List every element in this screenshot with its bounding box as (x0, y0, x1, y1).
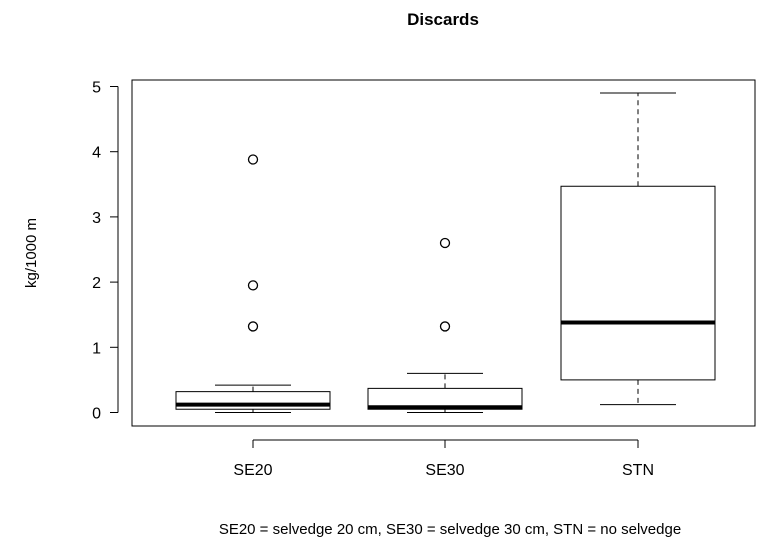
outlier-se20-2 (247, 154, 259, 165)
y-tick-label-3: 3 (92, 210, 101, 227)
outlier-se20-1 (247, 280, 259, 291)
chart-caption: SE20 = selvedge 20 cm, SE30 = selvedge 3… (219, 521, 681, 538)
box-se30 (367, 237, 523, 413)
y-tick-label-2: 2 (92, 275, 101, 292)
box-se20 (175, 154, 331, 413)
outlier-se30-1 (439, 237, 451, 249)
y-axis: 0 1 2 3 4 5 (92, 80, 119, 423)
y-tick-label-1: 1 (92, 340, 101, 357)
x-tick-label-se20: SE20 (233, 462, 272, 479)
box-stn (560, 92, 716, 406)
outlier-se30-0 (439, 321, 451, 332)
x-axis: SE20 SE30 STN (233, 439, 654, 479)
plot-frame (131, 79, 756, 427)
x-tick-label-stn: STN (622, 462, 654, 479)
y-axis-label: kg/1000 m (23, 218, 40, 288)
y-tick-label-4: 4 (92, 145, 101, 162)
iqr-box-stn (560, 185, 716, 381)
chart-title: Discards (407, 10, 479, 29)
y-tick-label-0: 0 (92, 406, 101, 423)
x-tick-label-se30: SE30 (425, 462, 464, 479)
boxes (175, 92, 716, 413)
outlier-se20-0 (247, 321, 259, 332)
y-tick-label-5: 5 (92, 80, 101, 97)
